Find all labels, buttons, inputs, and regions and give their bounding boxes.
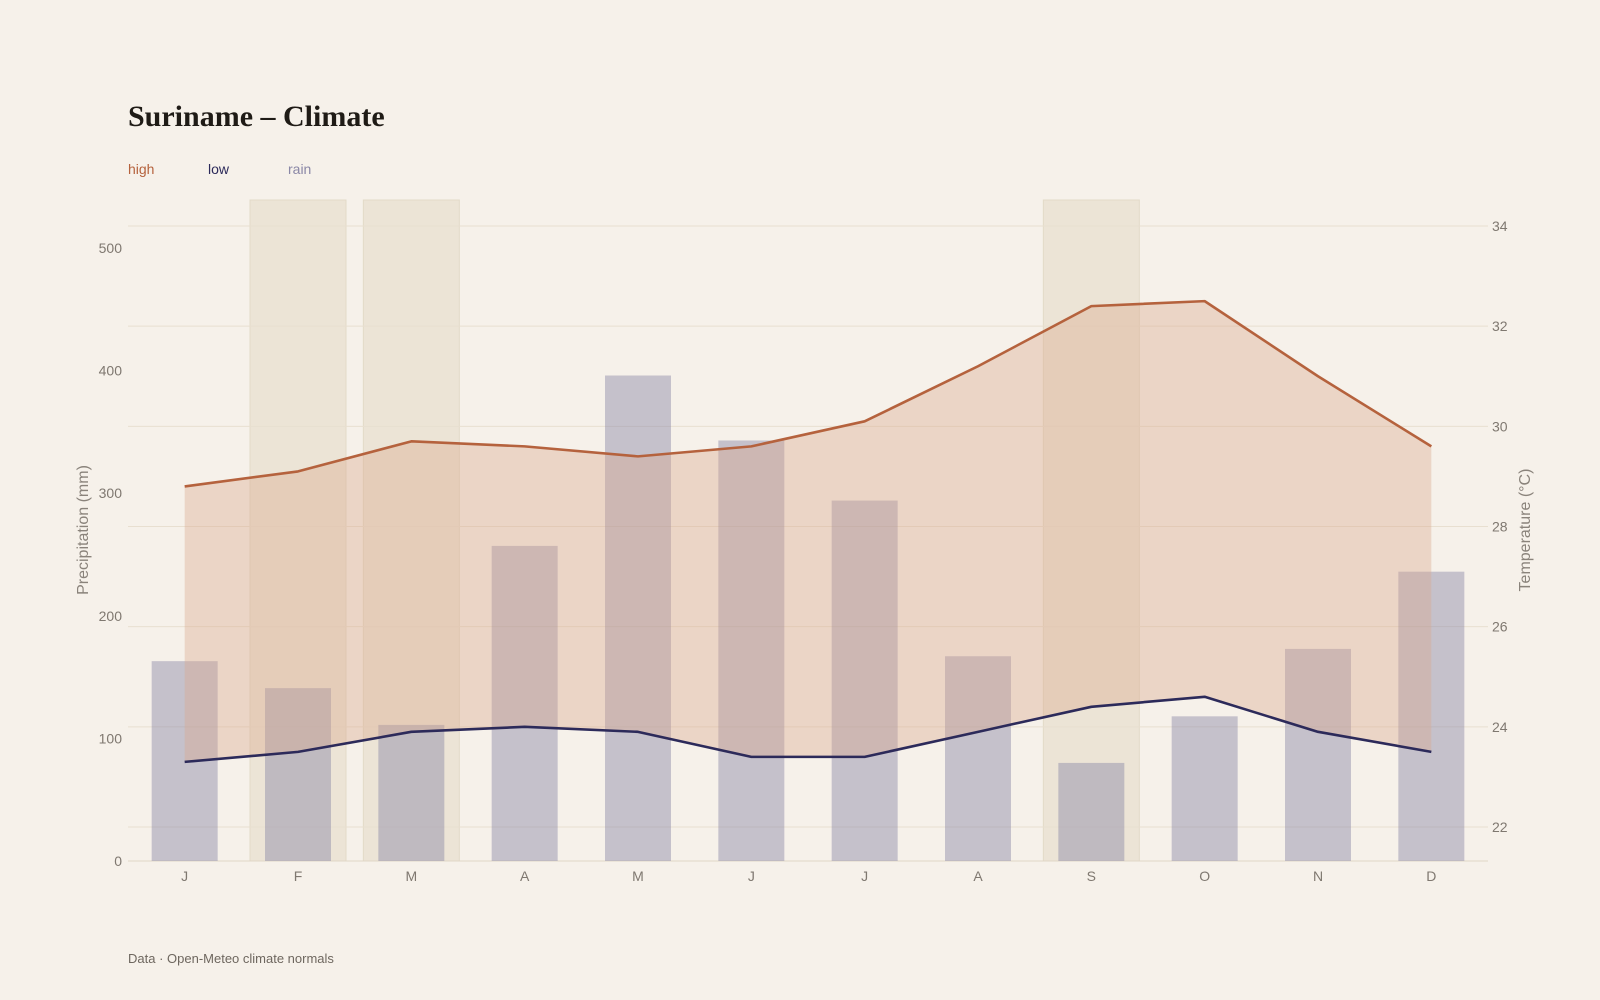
legend-item-rain: rain: [288, 161, 312, 177]
legend-item-low: low: [208, 161, 230, 177]
y-left-tick-label: 400: [99, 363, 123, 379]
y-right-tick-label: 28: [1492, 519, 1508, 535]
y-left-tick-label: 500: [99, 240, 123, 256]
high-temperature-line: [184, 299, 1433, 488]
x-tick-label: J: [748, 868, 755, 884]
x-tick-label: F: [294, 868, 303, 884]
rain-bar: [831, 500, 898, 861]
rain-bar: [718, 440, 785, 861]
x-tick-label: N: [1313, 868, 1323, 884]
rain-bar: [1398, 571, 1465, 861]
y-right-tick-label: 32: [1492, 318, 1508, 334]
rain-bar: [378, 724, 445, 861]
x-tick-label: S: [1087, 868, 1096, 884]
rain-bar: [1171, 716, 1238, 861]
y-left-tick-label: 200: [99, 608, 123, 624]
source-note: Data · Open-Meteo climate normals: [128, 951, 334, 966]
temperature-range-area: [184, 301, 1432, 762]
x-tick-label: A: [973, 868, 983, 884]
x-tick-label: D: [1426, 868, 1436, 884]
rain-bar: [1285, 648, 1351, 861]
low-temperature-line: [184, 695, 1432, 764]
rain-bar: [265, 688, 331, 861]
x-tick-label: J: [861, 868, 868, 884]
x-tick-label: M: [405, 868, 417, 884]
y-right-tick-label: 26: [1492, 619, 1508, 635]
x-tick-label: A: [520, 868, 530, 884]
y-left-tick-label: 0: [114, 853, 122, 869]
y-left-tick-label: 100: [99, 730, 123, 746]
rain-bar: [945, 656, 1011, 861]
legend-item-high: high: [128, 161, 155, 177]
y-right-axis-title: Temperature (°C): [1517, 469, 1534, 592]
rain-bar: [491, 545, 558, 861]
y-right-tick-label: 24: [1492, 719, 1508, 735]
rain-bar: [1058, 762, 1125, 861]
y-left-axis-title: Precipitation (mm): [75, 465, 92, 595]
x-tick-label: O: [1199, 868, 1210, 884]
y-left-tick-label: 300: [99, 485, 123, 501]
y-right-tick-label: 22: [1492, 819, 1508, 835]
highlight-band: [1042, 199, 1140, 862]
chart-title: Suriname – Climate: [128, 100, 385, 133]
y-right-tick-label: 34: [1492, 218, 1508, 234]
x-tick-label: J: [181, 868, 188, 884]
y-right-tick-label: 30: [1492, 418, 1508, 434]
x-tick-label: M: [632, 868, 644, 884]
highlight-band: [362, 199, 460, 862]
